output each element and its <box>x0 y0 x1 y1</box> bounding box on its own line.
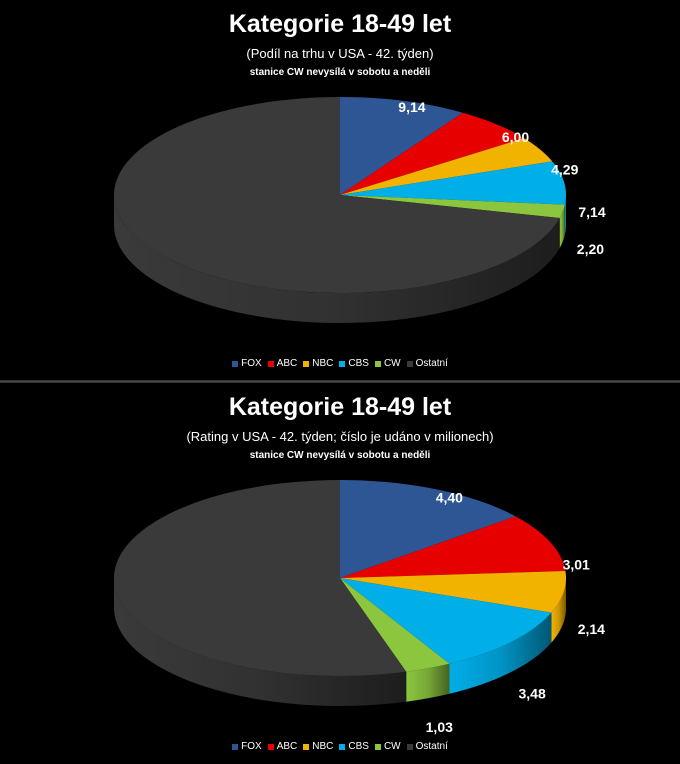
legend-swatch <box>374 743 381 750</box>
legend-item-cbs: CBS <box>339 741 369 752</box>
legend-item-fox: FOX <box>232 741 262 752</box>
pie-chart-rating: 4,40 3,01 2,14 3,48 1,03 <box>114 480 605 735</box>
legend-label: CW <box>383 358 401 369</box>
pie-slice-abc <box>340 112 524 195</box>
pie-slice-nbc <box>340 138 553 195</box>
legend-label: ABC <box>276 741 298 752</box>
chart-legend: FOX ABC NBC CBS CW Ostatní <box>0 741 680 752</box>
legend-swatch <box>406 743 413 750</box>
pie-slice-cw <box>340 578 450 672</box>
pie-side-cw <box>406 663 450 702</box>
legend-swatch <box>303 360 310 367</box>
pie-side-nbc <box>551 578 566 643</box>
legend-label: CBS <box>348 358 369 369</box>
data-label-cw: 1,03 <box>426 719 453 735</box>
legend-item-abc: ABC <box>267 358 298 369</box>
data-label-fox: 4,40 <box>436 489 463 505</box>
legend-item-abc: ABC <box>267 741 298 752</box>
pie-slice-fox <box>340 480 516 578</box>
legend-item-ostatni: Ostatní <box>406 741 448 752</box>
chart-title: Kategorie 18-49 let <box>228 10 452 38</box>
pie-slice-cw <box>340 195 565 218</box>
legend-label: NBC <box>312 741 334 752</box>
pie-slice-ostatni <box>114 480 407 676</box>
legend-item-ostatni: Ostatní <box>406 358 448 369</box>
pie-slices <box>114 480 566 676</box>
pie-side-cbs <box>564 195 566 235</box>
legend-item-nbc: NBC <box>303 741 333 752</box>
legend-item-fox: FOX <box>232 358 262 369</box>
legend-label: NBC <box>312 358 334 369</box>
panel-divider <box>0 380 680 383</box>
legend-label: ABC <box>276 358 298 369</box>
pie-slice-cbs <box>340 161 567 205</box>
legend-label: CW <box>383 741 401 752</box>
pie-slice-fox <box>340 97 463 195</box>
chart-subtitle: (Podíl na trhu v USA - 42. týden) <box>246 46 434 61</box>
pie-side-ostatni <box>114 578 407 706</box>
legend-label: FOX <box>241 741 262 752</box>
pie-chart-share: 9,14 6,00 4,29 7,14 2,20 <box>113 97 606 324</box>
pie-side-ostatni <box>113 195 560 324</box>
legend-swatch <box>267 743 274 750</box>
pie-slices <box>114 97 567 293</box>
legend-label: Ostatní <box>415 358 448 369</box>
chart-panel-rating: 4,40 3,01 2,14 3,48 1,03 Kategorie 18-49 let… <box>0 383 680 763</box>
legend-label: FOX <box>241 358 262 369</box>
chart-panel-share: 9,14 6,00 4,29 7,14 2,20 Kategorie 18-49 let… <box>0 0 680 380</box>
data-label-nbc: 2,14 <box>578 621 605 637</box>
legend-item-cbs: CBS <box>339 358 369 369</box>
pie-side-cbs <box>449 612 552 694</box>
data-label-cbs: 7,14 <box>578 204 605 220</box>
data-label-cw: 2,20 <box>577 241 604 257</box>
legend-label: CBS <box>348 741 369 752</box>
pie-slice-ostatni <box>114 97 560 293</box>
chart-note: stanice CW nevysílá v sobotu a neděli <box>249 450 431 461</box>
pie-slice-abc <box>340 516 566 578</box>
data-label-abc: 6,00 <box>502 129 529 145</box>
pie-sides <box>113 195 566 324</box>
data-label-abc: 3,01 <box>563 557 590 573</box>
legend-swatch <box>339 743 346 750</box>
data-label-cbs: 3,48 <box>518 685 545 701</box>
data-label-nbc: 4,29 <box>551 161 578 177</box>
pie-side-cw <box>559 204 565 248</box>
legend-swatch <box>406 360 413 367</box>
legend-swatch <box>374 360 381 367</box>
chart-title: Kategorie 18-49 let <box>228 393 452 421</box>
legend-swatch <box>232 743 239 750</box>
legend-label: Ostatní <box>415 741 448 752</box>
pie-slice-cbs <box>340 578 552 664</box>
pie-sides <box>114 578 566 706</box>
data-label-fox: 9,14 <box>398 99 425 115</box>
chart-legend: FOX ABC NBC CBS CW Ostatní <box>0 358 680 369</box>
legend-swatch <box>339 360 346 367</box>
legend-item-cw: CW <box>374 358 401 369</box>
legend-item-cw: CW <box>374 741 401 752</box>
chart-note: stanice CW nevysílá v sobotu a neděli <box>249 67 431 78</box>
pie-slice-nbc <box>340 570 566 613</box>
chart-subtitle: (Rating v USA - 42. týden; číslo je udán… <box>186 429 494 444</box>
legend-swatch <box>267 360 274 367</box>
legend-swatch <box>232 360 239 367</box>
legend-swatch <box>303 743 310 750</box>
legend-item-nbc: NBC <box>303 358 333 369</box>
